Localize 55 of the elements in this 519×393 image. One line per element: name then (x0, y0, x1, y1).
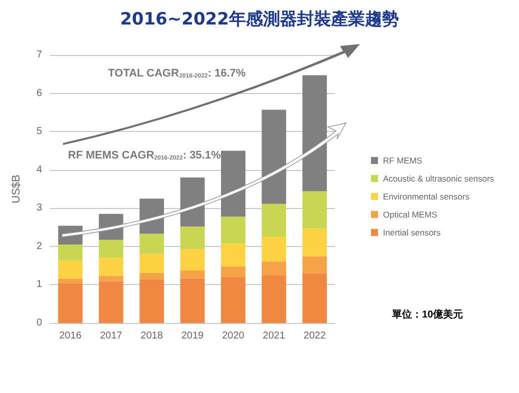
bar (140, 234, 164, 254)
bar (180, 226, 205, 250)
x-tick-label: 2020 (222, 330, 245, 342)
bar (302, 228, 327, 256)
bar (262, 261, 286, 276)
bar (58, 278, 83, 284)
bar (221, 266, 246, 277)
y-tick-label: 0 (36, 318, 42, 328)
y-tick-label: 4 (36, 164, 42, 176)
x-tick-label: 2021 (262, 330, 286, 342)
bar (262, 276, 286, 323)
bar (221, 276, 246, 323)
bar (98, 276, 124, 282)
bar (262, 110, 286, 204)
x-tick-label: 2022 (304, 330, 326, 342)
bar (221, 216, 246, 244)
x-tick-label: 2017 (100, 330, 123, 342)
bar (140, 272, 164, 280)
y-tick-label: 3 (36, 202, 42, 214)
text: 單位：10億美元 (391, 308, 464, 320)
bar (302, 256, 327, 274)
bar (180, 270, 205, 278)
chart-title: 2016~2022年感測器封裝產業趨勢 (120, 10, 399, 30)
bar (221, 150, 246, 217)
bar (302, 75, 327, 192)
x-tick-label: 2018 (140, 330, 164, 342)
bar (140, 279, 164, 323)
bar (58, 260, 83, 279)
bar (58, 244, 83, 261)
y-tick-label: 5 (36, 126, 42, 138)
y-tick-label: 6 (36, 88, 42, 99)
legend-label: Acoustic & ultrasonic sensors (383, 174, 494, 184)
legend-label: RF MEMS (383, 156, 423, 166)
y-tick-label: 1 (36, 279, 42, 290)
legend-label: Inertial sensors (383, 228, 441, 238)
bar (221, 243, 246, 266)
x-tick-label: 2016 (59, 330, 82, 342)
bar (180, 278, 205, 323)
bar (262, 204, 286, 236)
bar (58, 283, 83, 323)
y-tick-label: 2 (36, 240, 42, 252)
bar (180, 178, 205, 227)
bar (180, 249, 205, 271)
y-axis-title: US$B (10, 174, 22, 204)
y-tick-label: 7 (36, 50, 42, 60)
bar (140, 254, 164, 273)
bar (302, 273, 327, 323)
legend-label: Optical MEMS (383, 210, 438, 220)
bar (98, 281, 124, 323)
legend-label: Environmental sensors (383, 192, 470, 202)
bar (262, 236, 286, 262)
bar (98, 240, 124, 258)
bar (98, 258, 124, 276)
x-tick-label: 2019 (181, 330, 204, 342)
bar (302, 191, 327, 228)
